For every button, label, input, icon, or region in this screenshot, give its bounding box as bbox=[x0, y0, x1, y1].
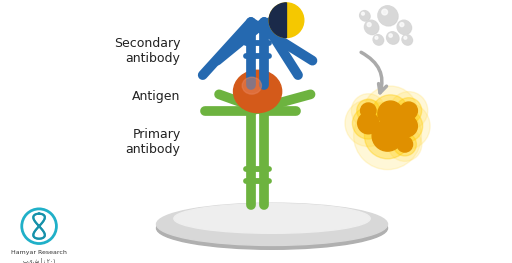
Circle shape bbox=[372, 95, 409, 132]
Circle shape bbox=[360, 103, 376, 118]
Circle shape bbox=[363, 86, 418, 141]
Circle shape bbox=[402, 35, 412, 44]
Circle shape bbox=[361, 12, 365, 15]
Circle shape bbox=[396, 115, 417, 137]
Ellipse shape bbox=[157, 207, 388, 249]
Circle shape bbox=[404, 36, 407, 39]
Circle shape bbox=[372, 120, 403, 151]
Circle shape bbox=[269, 3, 304, 38]
Ellipse shape bbox=[242, 77, 262, 94]
Ellipse shape bbox=[157, 203, 388, 245]
Circle shape bbox=[352, 107, 384, 139]
Circle shape bbox=[398, 21, 412, 35]
Circle shape bbox=[396, 98, 422, 124]
Circle shape bbox=[383, 103, 430, 149]
Circle shape bbox=[382, 9, 388, 15]
Circle shape bbox=[374, 36, 383, 45]
Circle shape bbox=[375, 36, 378, 39]
Circle shape bbox=[387, 32, 398, 43]
Text: Hamyar Research: Hamyar Research bbox=[11, 250, 67, 255]
Text: Primary
antibody: Primary antibody bbox=[126, 128, 181, 156]
Circle shape bbox=[366, 21, 379, 35]
Circle shape bbox=[393, 133, 416, 156]
Circle shape bbox=[400, 102, 417, 119]
Circle shape bbox=[360, 12, 370, 21]
Text: Antigen: Antigen bbox=[132, 90, 181, 103]
Circle shape bbox=[357, 99, 380, 122]
Text: Secondary
antibody: Secondary antibody bbox=[114, 37, 181, 65]
Circle shape bbox=[345, 100, 392, 146]
Circle shape bbox=[397, 137, 413, 152]
Circle shape bbox=[378, 6, 397, 25]
Circle shape bbox=[391, 110, 423, 142]
Circle shape bbox=[403, 36, 413, 45]
Circle shape bbox=[365, 20, 378, 34]
Ellipse shape bbox=[174, 204, 370, 233]
Circle shape bbox=[358, 113, 379, 134]
Circle shape bbox=[373, 35, 382, 44]
Circle shape bbox=[390, 92, 428, 130]
Circle shape bbox=[378, 101, 403, 126]
Circle shape bbox=[400, 23, 404, 27]
Wedge shape bbox=[269, 3, 286, 38]
Circle shape bbox=[365, 113, 411, 159]
Circle shape bbox=[359, 11, 369, 20]
Circle shape bbox=[367, 23, 371, 27]
Circle shape bbox=[397, 20, 411, 34]
Circle shape bbox=[354, 102, 421, 170]
Text: بیش از ۲۰۱: بیش از ۲۰۱ bbox=[23, 257, 55, 263]
Circle shape bbox=[351, 94, 385, 128]
Circle shape bbox=[379, 7, 398, 26]
Circle shape bbox=[388, 128, 422, 161]
Circle shape bbox=[389, 34, 392, 37]
Ellipse shape bbox=[233, 70, 282, 113]
Circle shape bbox=[388, 33, 399, 44]
